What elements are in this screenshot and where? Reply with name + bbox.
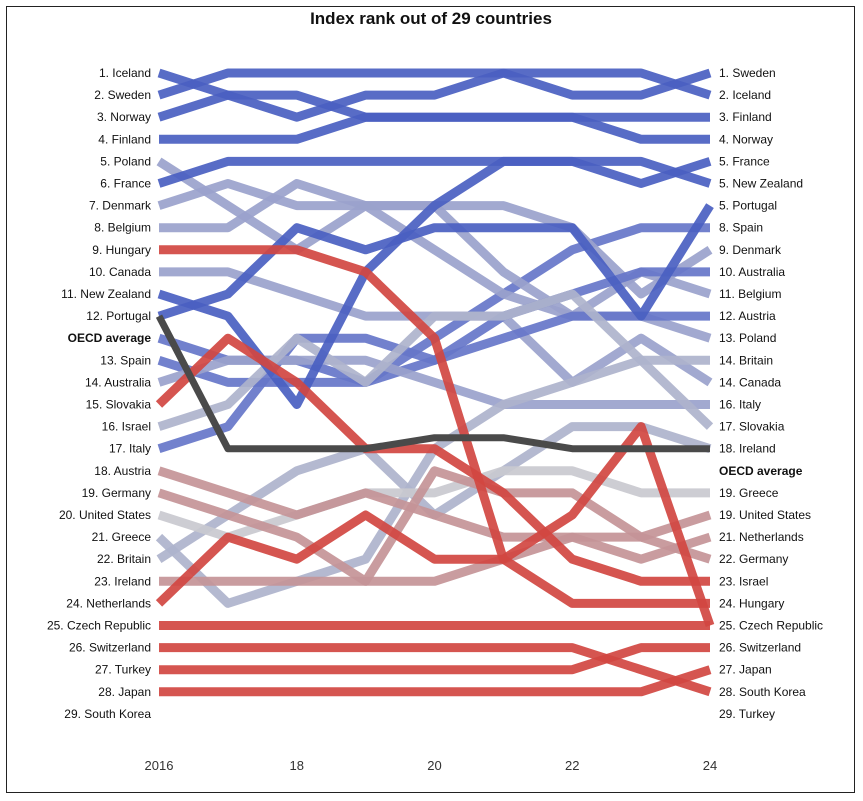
right-label-1-sweden: 1. Sweden [719,66,776,80]
right-label-24-hungary: 24. Hungary [719,596,784,610]
left-label-22-britain: 22. Britain [97,552,151,566]
left-label-26-switzerland: 26. Switzerland [69,641,151,655]
series-line-slovakia [157,355,710,409]
left-label-12-portugal: 12. Portugal [86,309,151,323]
series-line-oecd-average [155,314,710,453]
series-line-israel [155,333,710,586]
series-line-portugal [157,203,714,321]
left-label-20-united-states: 20. United States [59,508,151,522]
left-label-1-iceland: 1. Iceland [99,66,151,80]
left-label-13-spain: 13. Spain [100,353,151,367]
right-label-23-israel: 23. Israel [719,574,768,588]
left-label-28-japan: 28. Japan [98,685,151,699]
left-label-24-netherlands: 24. Netherlands [66,596,151,610]
right-label-14-britain: 14. Britain [719,353,773,367]
series-line-south-korea [159,665,712,697]
x-tick-label: 22 [565,758,579,773]
right-label-5-france: 5. France [719,154,770,168]
series-line-austria [157,311,710,453]
series-line-netherlands [159,532,712,586]
x-tick-label: 24 [703,758,717,773]
right-label-2-iceland: 2. Iceland [719,88,771,102]
left-label-oecd-average: OECD average [68,331,152,345]
left-label-9-hungary: 9. Hungary [92,243,151,257]
series-line-sweden [157,68,712,100]
left-label-19-germany: 19. Germany [82,486,151,500]
right-label-28-south-korea: 28. South Korea [719,685,806,699]
left-label-4-finland: 4. Finland [98,132,151,146]
left-label-8-belgium: 8. Belgium [94,221,151,235]
left-label-23-ireland: 23. Ireland [94,574,151,588]
right-label-16-italy: 16. Italy [719,398,761,412]
left-label-2-sweden: 2. Sweden [94,88,151,102]
series-line-japan [159,643,710,675]
right-label-14-canada: 14. Canada [719,375,781,389]
series-line-greece [157,466,710,542]
x-tick-label: 2016 [145,758,174,773]
right-label-8-spain: 8. Spain [719,221,763,235]
series-line-hungary [159,245,710,608]
left-rank-labels: 1. Iceland 2. Sweden 3. Norway 4. Finland 5.… [47,66,152,721]
left-label-21-greece: 21. Greece [92,530,152,544]
right-label-5-new-zealand: 5. New Zealand [719,177,803,191]
right-label-3-finland: 3. Finland [719,110,772,124]
right-label-12-austria: 12. Austria [719,309,776,323]
right-label-11-belgium: 11. Belgium [719,287,781,301]
left-label-14-australia: 14. Australia [85,375,151,389]
left-label-25-czech-republic: 25. Czech Republic [47,619,151,633]
left-label-6-france: 6. France [100,177,151,191]
right-label-27-japan: 27. Japan [719,663,772,677]
series-line-finland [159,112,710,144]
rank-chart: Index rank out of 29 countries 1. Icelan… [47,9,823,773]
series-line-new-zealand [157,156,712,409]
right-label-25-czech-republic: 25. Czech Republic [719,619,823,633]
x-axis-ticks: 2016 18 20 22 24 [145,758,718,773]
left-label-11-new-zealand: 11. New Zealand [61,287,151,301]
left-label-3-norway: 3. Norway [97,110,151,124]
right-label-oecd-average: OECD average [719,464,803,478]
left-label-18-austria: 18. Austria [94,464,151,478]
right-label-19-united-states: 19. United States [719,508,811,522]
series-line-france [157,156,712,188]
right-label-18-ireland: 18. Ireland [719,442,776,456]
series-line-italy [157,289,714,431]
left-label-10-canada: 10. Canada [89,265,151,279]
x-tick-label: 20 [427,758,441,773]
series-lines [155,68,715,697]
right-label-9-denmark: 9. Denmark [719,243,782,257]
right-label-21-netherlands: 21. Netherlands [719,530,804,544]
left-label-27-turkey: 27. Turkey [95,663,151,677]
left-label-5-poland: 5. Poland [100,154,151,168]
chart-frame: Index rank out of 29 countries 1. Icelan… [6,6,855,793]
right-label-5-portugal: 5. Portugal [719,199,777,213]
right-label-22-germany: 22. Germany [719,552,788,566]
series-line-germany [157,466,712,564]
right-rank-labels: 1. Sweden 2. Iceland 3. Finland 4. Norway 5.… [719,66,823,721]
left-label-17-italy: 17. Italy [109,442,151,456]
right-label-10-australia: 10. Australia [719,265,785,279]
series-line-united-states [157,466,712,586]
chart-title: Index rank out of 29 countries [310,9,552,28]
right-label-13-poland: 13. Poland [719,331,776,345]
left-label-16-israel: 16. Israel [102,420,151,434]
series-line-czech-republic [155,422,715,627]
x-tick-label: 18 [290,758,304,773]
right-label-17-slovakia: 17. Slovakia [719,420,785,434]
left-label-7-denmark: 7. Denmark [89,199,152,213]
right-label-26-switzerland: 26. Switzerland [719,641,801,655]
right-label-19-greece: 19. Greece [719,486,779,500]
left-label-29-south-korea: 29. South Korea [64,707,151,721]
left-label-15-slovakia: 15. Slovakia [86,398,152,412]
right-label-4-norway: 4. Norway [719,132,773,146]
right-label-29-turkey: 29. Turkey [719,707,775,721]
series-line-iceland [157,68,712,122]
series-line-turkey [159,643,712,697]
